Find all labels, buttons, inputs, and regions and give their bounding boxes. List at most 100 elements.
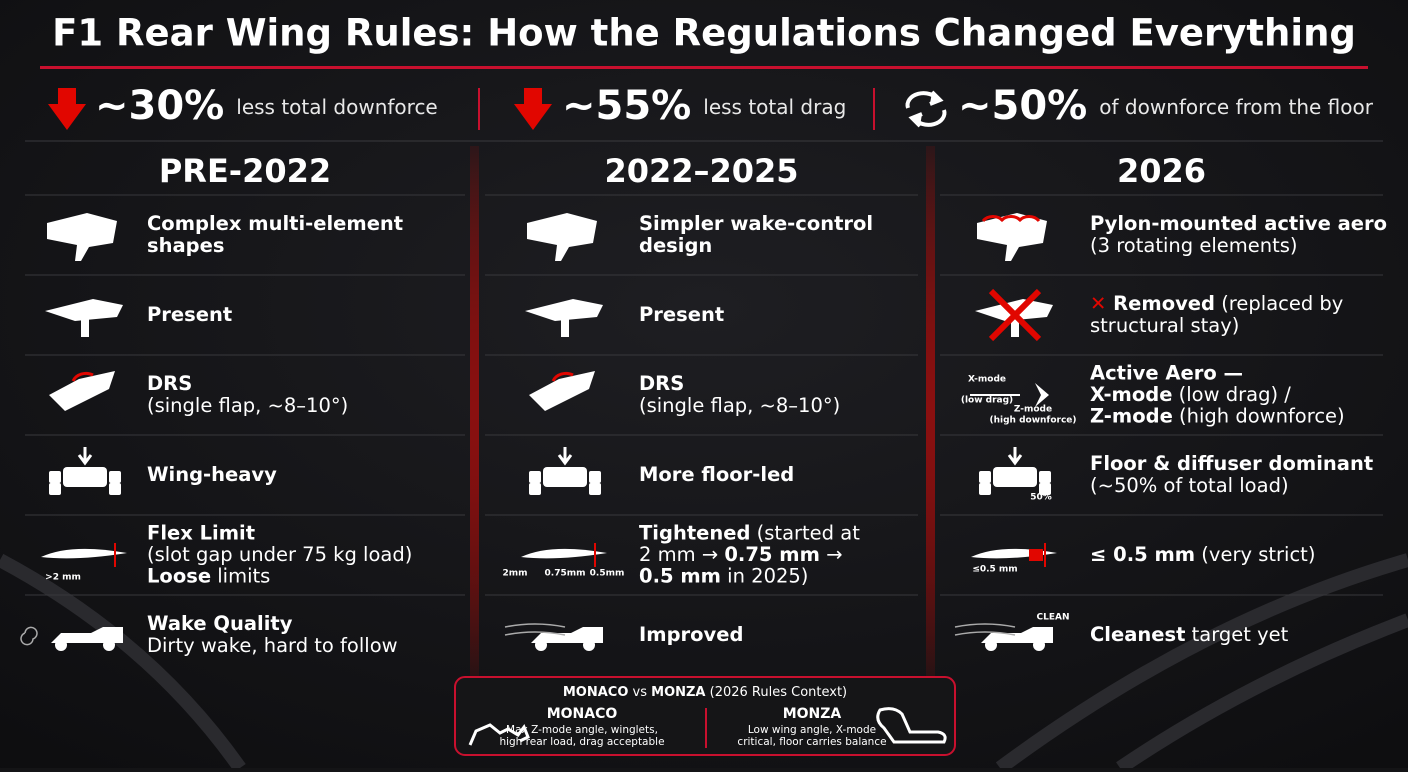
airflow <box>20 626 38 646</box>
row-icon <box>45 299 123 337</box>
icon-label: 2mm <box>502 569 527 579</box>
wheel <box>1039 471 1051 483</box>
wing-shape <box>45 299 123 321</box>
text-run: Floor & diffuser dominant <box>1090 452 1373 475</box>
row-text: Complex multi-element <box>147 212 403 235</box>
row-text: Dirty wake, hard to follow <box>147 633 398 656</box>
row-text: 0.5 mm in 2025) <box>639 564 808 587</box>
wheel <box>583 639 595 651</box>
wheel <box>589 471 601 483</box>
icon-label: 0.5mm <box>590 569 625 579</box>
wheel <box>109 483 121 495</box>
wing-shape <box>527 213 597 261</box>
icon-label: 50% <box>1030 493 1052 503</box>
removed-cross <box>988 288 1042 342</box>
text-run: (low drag) / <box>1172 383 1291 406</box>
pylon <box>81 319 89 337</box>
column-divider <box>470 146 479 676</box>
wing-shape <box>49 371 115 411</box>
text-run: design <box>639 233 712 256</box>
wheel <box>529 483 541 495</box>
stat-divider <box>873 88 875 130</box>
row-icon: 2mm 0.75mm 0.5mm <box>502 543 624 579</box>
row-icon: >2 mm <box>41 543 127 583</box>
text-run: Active Aero — <box>1090 361 1243 384</box>
row-text: 2 mm → 0.75 mm → <box>639 543 842 566</box>
row-text: Loose limits <box>147 564 270 587</box>
wheel <box>979 471 991 483</box>
text-run: shapes <box>147 233 224 256</box>
row-text: Z-mode (high downforce) <box>1090 404 1345 427</box>
wheel <box>55 639 67 651</box>
car-body <box>993 467 1037 487</box>
rotation-arrow <box>551 371 574 382</box>
text-run: MONACO <box>563 685 629 700</box>
row-text: Tightened (started at <box>639 521 860 544</box>
rotation-arrow <box>1017 215 1041 223</box>
row-text: (single flap, ~8–10°) <box>147 393 348 416</box>
row-text: Wake Quality <box>147 612 293 635</box>
car-body <box>63 467 107 487</box>
stat-value: ~55% <box>562 83 691 129</box>
icon-label: (high downforce) <box>989 416 1076 426</box>
row-text: Wing-heavy <box>147 463 277 486</box>
icon-label: 0.75mm <box>545 569 586 579</box>
row-text: design <box>639 233 712 256</box>
text-run: ✕ <box>1090 292 1113 315</box>
wing-shape <box>525 299 603 321</box>
text-run: More floor-led <box>639 463 794 486</box>
row-text: structural stay) <box>1090 313 1239 336</box>
row-icon: 50% <box>979 447 1052 503</box>
icon-label: ≤0.5 mm <box>972 565 1017 575</box>
track-text: Max Z-mode angle, winglets, <box>506 724 658 736</box>
title-rule <box>40 66 1368 69</box>
text-run: Wing-heavy <box>147 463 277 486</box>
stat: ~55% less total drag <box>562 83 846 129</box>
comparison-title: MONACO vs MONZA (2026 Rules Context) <box>563 685 847 700</box>
row-icon <box>49 371 115 411</box>
text-run: MONZA <box>651 685 705 700</box>
track-text: critical, floor carries balance <box>737 736 886 748</box>
row-text: ≤ 0.5 mm (very strict) <box>1090 543 1315 566</box>
text-run: Flex Limit <box>147 521 255 544</box>
airfoil <box>521 548 607 559</box>
row-text: ✕ Removed (replaced by <box>1090 292 1343 315</box>
row-text: (slot gap under 75 kg load) <box>147 543 412 566</box>
text-run: Dirty wake, hard to follow <box>147 633 398 656</box>
row-text: (3 rotating elements) <box>1090 233 1298 256</box>
text-run: Cleanest <box>1090 623 1185 646</box>
row-text: Cleanest target yet <box>1090 623 1289 646</box>
row-icon <box>975 288 1053 342</box>
text-run: Simpler wake-control <box>639 212 873 235</box>
text-run: X-mode <box>1090 383 1172 406</box>
text-run: (started at <box>750 521 860 544</box>
text-run: Complex multi-element <box>147 212 403 235</box>
row-text: (single flap, ~8–10°) <box>639 393 840 416</box>
load-arrow <box>1007 447 1023 466</box>
text-run: in 2025) <box>721 564 808 587</box>
text-run: structural stay) <box>1090 313 1239 336</box>
track-name: MONACO <box>547 706 618 722</box>
text-run: 0.75 mm <box>724 543 820 566</box>
text-run: (single flap, ~8–10°) <box>639 393 840 416</box>
icon-label: (low drag) <box>961 396 1013 406</box>
track-text: Low wing angle, X-mode <box>748 724 876 736</box>
wheel <box>1033 639 1045 651</box>
text-run: (2026 Rules Context) <box>706 685 848 700</box>
text-run: Pylon-mounted active aero <box>1090 212 1387 235</box>
rotation-arrow <box>71 371 94 382</box>
stat-divider <box>478 88 480 130</box>
airflow <box>954 623 1016 636</box>
wheel <box>529 471 541 483</box>
stat-value: ~50% <box>958 83 1087 129</box>
cycle-icon <box>905 90 947 128</box>
row-text: Active Aero — <box>1090 361 1243 384</box>
text-run: Improved <box>639 623 743 646</box>
column-heading: PRE-2022 <box>159 152 331 190</box>
text-run: Z-mode <box>1090 404 1173 427</box>
text-run: Removed <box>1113 292 1215 315</box>
text-run: limits <box>211 564 270 587</box>
stat-text: less total downforce <box>236 95 437 119</box>
